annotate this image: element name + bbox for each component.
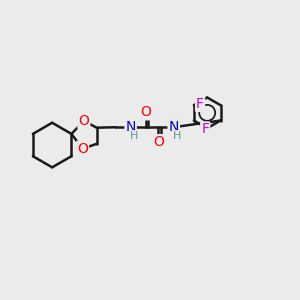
Text: O: O	[77, 142, 88, 156]
Text: H: H	[130, 131, 139, 141]
Text: O: O	[153, 135, 164, 149]
Text: F: F	[201, 122, 209, 136]
Text: O: O	[78, 114, 89, 128]
Text: H: H	[173, 131, 182, 141]
Text: N: N	[169, 120, 179, 134]
Text: F: F	[196, 97, 204, 111]
Text: N: N	[125, 120, 136, 134]
Text: O: O	[141, 105, 152, 119]
